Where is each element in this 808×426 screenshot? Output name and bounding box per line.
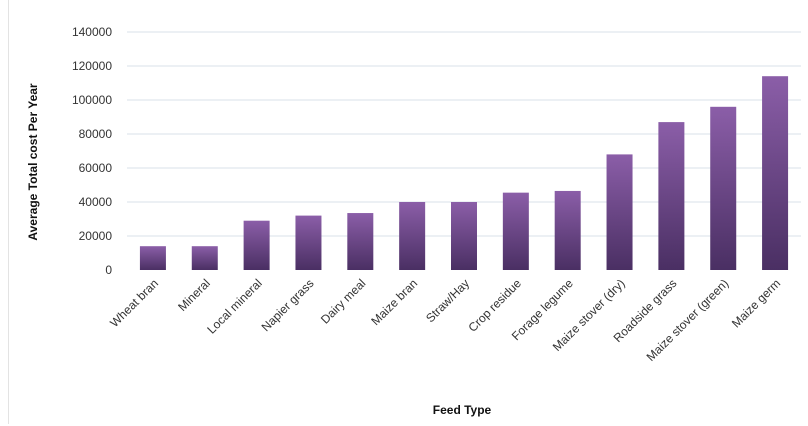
y-tick-label: 40000 <box>79 195 113 209</box>
bar <box>399 202 426 270</box>
gridlines <box>127 31 801 237</box>
x-category-label: Wheat bran <box>107 276 161 330</box>
bar <box>451 202 477 270</box>
x-category-label: Dairy meal <box>318 276 368 326</box>
x-category-label: Maize bran <box>368 276 420 328</box>
x-axis-title: Feed Type <box>433 403 492 417</box>
bar <box>762 76 789 270</box>
bar-chart: 020000400006000080000100000120000140000 … <box>26 25 801 417</box>
y-axis-ticks: 0 20000 40000 60000 80000 100000 120000 140000 <box>72 25 112 277</box>
bar <box>295 215 322 270</box>
bar <box>243 220 270 270</box>
x-category-label: Napier grass <box>259 276 317 334</box>
bar <box>710 106 737 270</box>
y-axis-title: Average Total cost Per Year <box>26 83 40 241</box>
bars <box>139 76 789 270</box>
bar <box>139 246 166 270</box>
bar <box>658 122 685 270</box>
bar <box>347 213 374 270</box>
y-tick-label: 120000 <box>72 59 112 73</box>
y-tick-label: 140000 <box>72 25 112 39</box>
y-tick-label: 80000 <box>79 127 113 141</box>
x-category-label: Maize germ <box>729 276 783 330</box>
bar <box>554 190 581 270</box>
bar <box>606 154 633 270</box>
y-tick-label: 0 <box>105 263 112 277</box>
y-tick-label: 20000 <box>79 229 113 243</box>
bar <box>502 192 529 270</box>
x-category-label: Straw/Hay <box>423 276 472 325</box>
x-category-label: Mineral <box>175 276 213 314</box>
y-tick-label: 100000 <box>72 93 112 107</box>
chart-frame: 0 20000 40000 60000 80000 100000 120000 140000 … <box>8 0 801 424</box>
x-category-label: Local mineral <box>204 276 264 336</box>
y-tick-label: 60000 <box>79 161 113 175</box>
bar <box>191 246 218 270</box>
